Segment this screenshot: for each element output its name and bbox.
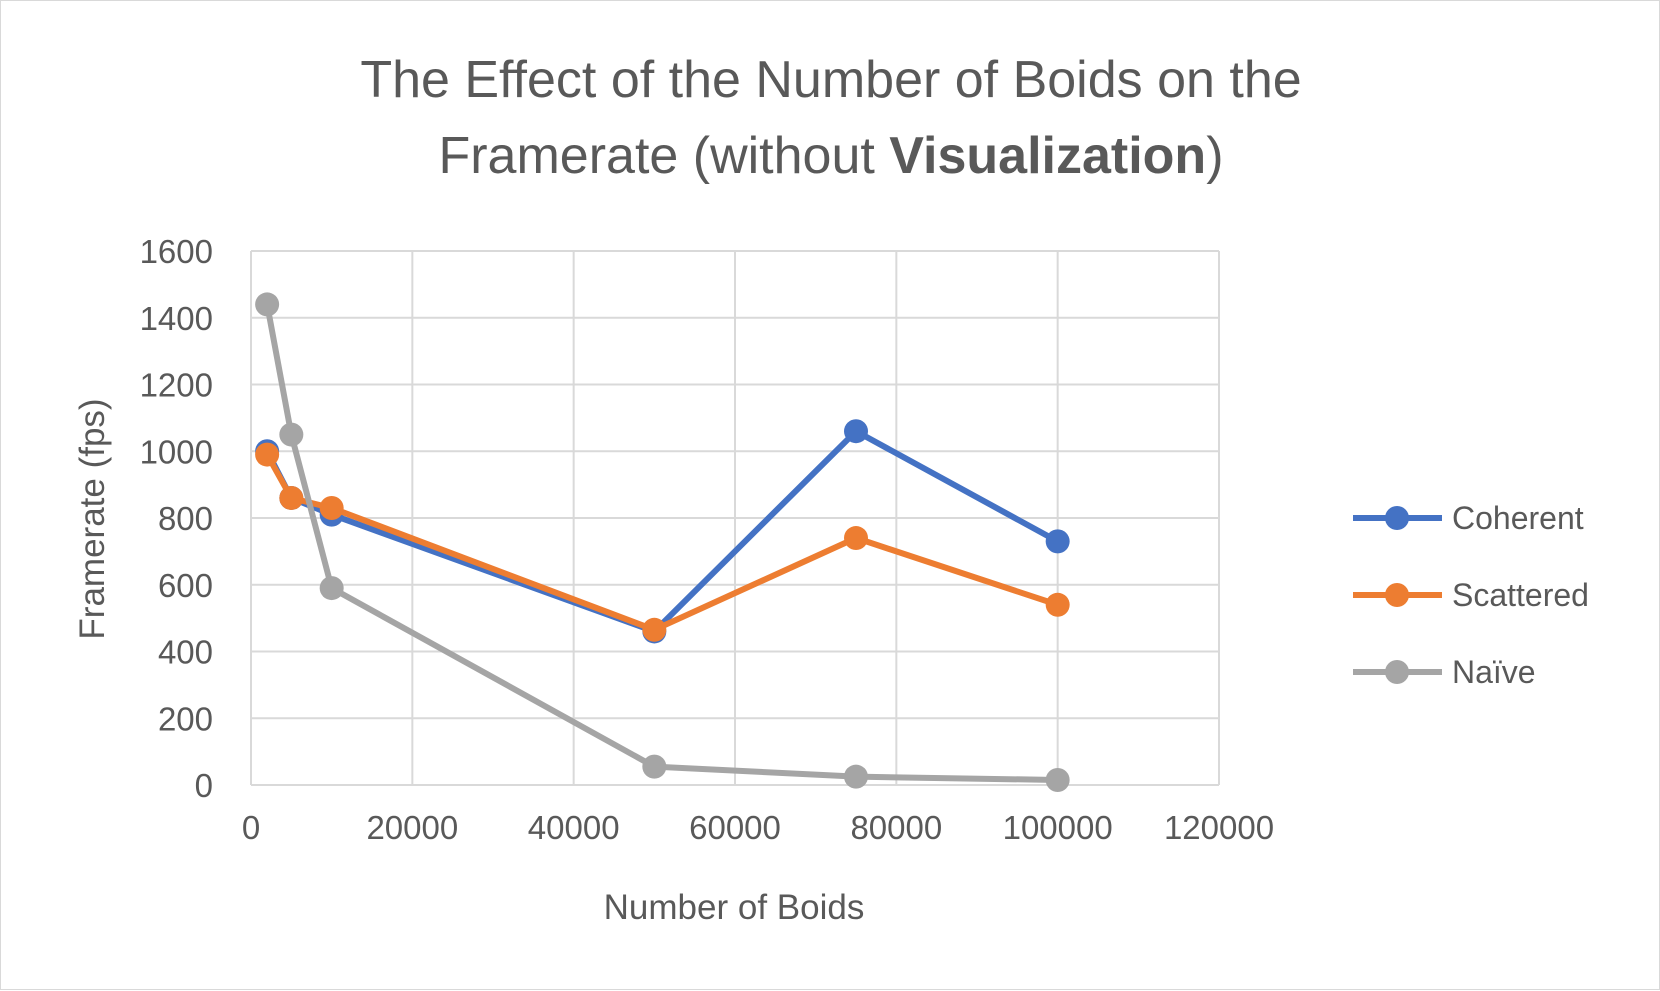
y-axis-label: Framerate (fps) <box>73 398 112 639</box>
series-scattered <box>255 442 1070 642</box>
x-tick-label: 100000 <box>1003 809 1113 846</box>
y-tick-label: 800 <box>158 500 213 537</box>
x-tick-label: 60000 <box>689 809 781 846</box>
legend-marker <box>1385 506 1409 530</box>
data-point-scattered <box>319 495 344 520</box>
legend: Coherent Scattered Naïve <box>1353 500 1589 690</box>
y-tick-label: 400 <box>158 634 213 671</box>
data-point-scattered <box>1045 592 1070 617</box>
legend-label: Naïve <box>1452 654 1536 690</box>
data-point-coherent <box>1045 529 1070 554</box>
series-coherent <box>255 419 1070 644</box>
data-point-scattered <box>844 526 868 551</box>
y-tick-label: 1000 <box>140 433 213 470</box>
data-point-scattered <box>255 442 280 467</box>
y-tick-label: 1600 <box>140 233 213 270</box>
chart-title-line2: Framerate (without Visualization) <box>438 127 1223 185</box>
data-point-nave <box>319 576 344 601</box>
x-tick-label: 80000 <box>850 809 942 846</box>
data-point-nave <box>255 292 280 317</box>
data-point-nave <box>844 764 868 789</box>
x-tick-labels: 0 20000 40000 60000 80000 100000 120000 <box>242 809 1274 846</box>
x-axis-label: Number of Boids <box>604 888 865 927</box>
x-tick-label: 120000 <box>1164 809 1274 846</box>
data-point-nave <box>1045 767 1070 792</box>
legend-label: Scattered <box>1452 577 1589 613</box>
data-point-scattered <box>279 485 304 510</box>
series-line-nave <box>264 303 1058 783</box>
y-tick-label: 1200 <box>140 367 213 404</box>
y-tick-label: 0 <box>195 767 213 804</box>
legend-item-nave: Naïve <box>1353 654 1536 690</box>
series-line-scattered <box>264 453 1059 633</box>
data-point-nave <box>642 754 667 779</box>
legend-marker <box>1385 583 1409 607</box>
x-tick-label: 20000 <box>366 809 458 846</box>
title-part: Framerate (without <box>438 127 889 185</box>
title-bold-part: Visualization <box>889 127 1206 185</box>
legend-item-coherent: Coherent <box>1353 500 1584 536</box>
data-point-coherent <box>844 419 868 444</box>
series-lines <box>255 292 1070 792</box>
series-nave <box>255 292 1070 792</box>
y-tick-label: 200 <box>158 700 213 737</box>
y-tick-label: 1400 <box>140 300 213 337</box>
legend-marker <box>1385 660 1409 684</box>
chart-title-line1: The Effect of the Number of Boids on the <box>360 51 1301 109</box>
y-tick-label: 600 <box>158 567 213 604</box>
legend-label: Coherent <box>1452 500 1584 536</box>
x-tick-label: 0 <box>242 809 260 846</box>
legend-item-scattered: Scattered <box>1353 577 1589 613</box>
data-point-nave <box>279 422 304 447</box>
title-part: ) <box>1206 127 1223 185</box>
y-tick-labels: 0 200 400 600 800 1000 1200 1400 1600 <box>140 233 213 804</box>
x-tick-label: 40000 <box>528 809 620 846</box>
data-point-scattered <box>642 617 667 642</box>
gridlines <box>250 250 1220 786</box>
